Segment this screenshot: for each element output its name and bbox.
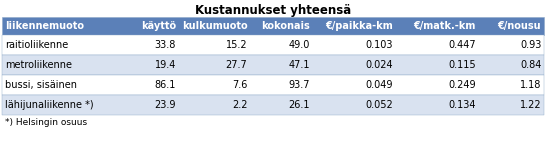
Bar: [2, 95, 544, 115]
Text: 86.1: 86.1: [155, 80, 176, 90]
Text: 0.024: 0.024: [365, 60, 393, 70]
Text: 33.8: 33.8: [155, 40, 176, 50]
Bar: [2, 35, 544, 55]
Bar: [2, 55, 544, 75]
Text: Kustannukset yhteensä: Kustannukset yhteensä: [195, 4, 351, 16]
Text: 26.1: 26.1: [289, 100, 310, 110]
Text: *) Helsingin osuus: *) Helsingin osuus: [5, 117, 87, 126]
Text: bussi, sisäinen: bussi, sisäinen: [5, 80, 77, 90]
Text: 27.7: 27.7: [225, 60, 247, 70]
Text: 15.2: 15.2: [226, 40, 247, 50]
Text: 23.9: 23.9: [155, 100, 176, 110]
Text: 93.7: 93.7: [289, 80, 310, 90]
Text: €/nousu: €/nousu: [497, 21, 541, 31]
Text: 1.18: 1.18: [520, 80, 541, 90]
Text: 49.0: 49.0: [289, 40, 310, 50]
Text: 0.115: 0.115: [448, 60, 476, 70]
Text: 0.103: 0.103: [365, 40, 393, 50]
Text: kulkumuoto: kulkumuoto: [182, 21, 247, 31]
Text: €/matk.-km: €/matk.-km: [413, 21, 476, 31]
Text: kokonais: kokonais: [262, 21, 310, 31]
Text: raitioliikenne: raitioliikenne: [5, 40, 68, 50]
Bar: [2, 75, 544, 95]
Text: 19.4: 19.4: [155, 60, 176, 70]
Text: 0.447: 0.447: [448, 40, 476, 50]
Text: €/paikka-km: €/paikka-km: [325, 21, 393, 31]
Text: 0.84: 0.84: [520, 60, 541, 70]
Text: 1.22: 1.22: [520, 100, 541, 110]
Text: lähijunaliikenne *): lähijunaliikenne *): [5, 100, 93, 110]
Text: 0.249: 0.249: [448, 80, 476, 90]
Text: 47.1: 47.1: [289, 60, 310, 70]
Text: 0.93: 0.93: [520, 40, 541, 50]
Text: käyttö: käyttö: [141, 21, 176, 31]
Text: 0.052: 0.052: [365, 100, 393, 110]
Text: metroliikenne: metroliikenne: [5, 60, 72, 70]
Bar: [2, 17, 544, 35]
Text: 2.2: 2.2: [232, 100, 247, 110]
Text: 0.134: 0.134: [448, 100, 476, 110]
Text: 7.6: 7.6: [232, 80, 247, 90]
Text: liikennemuoto: liikennemuoto: [5, 21, 84, 31]
Text: 0.049: 0.049: [365, 80, 393, 90]
